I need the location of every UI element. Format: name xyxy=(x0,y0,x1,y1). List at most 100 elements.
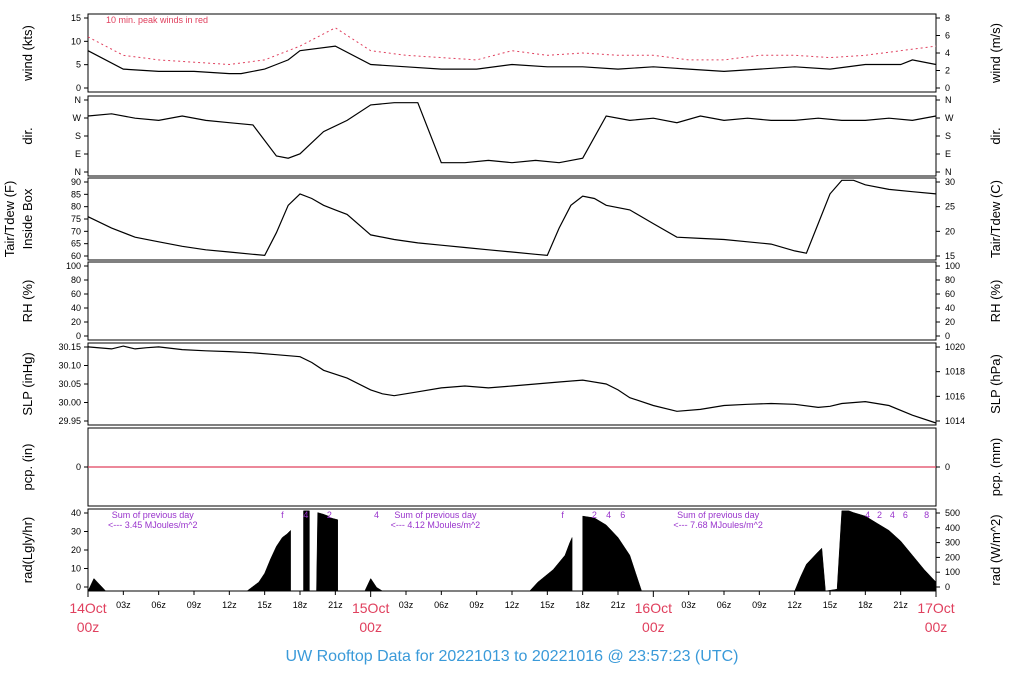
x-tick-label: 06z xyxy=(151,600,166,610)
x-day-label-time: 00z xyxy=(925,619,948,635)
right-tick-label: 60 xyxy=(945,289,955,299)
left-tick-label: 10 xyxy=(71,564,81,574)
panel-frame-wind xyxy=(87,13,937,93)
radiation-marker: 6 xyxy=(903,510,908,520)
right-tick-label: 100 xyxy=(945,567,960,577)
x-day-label-date: 16Oct xyxy=(635,600,672,616)
x-tick-label: 12z xyxy=(222,600,237,610)
right-tick-label: S xyxy=(945,131,951,141)
x-tick-label: 03z xyxy=(399,600,414,610)
right-axis-label: Tair/Tdew (C) xyxy=(988,180,1003,258)
right-tick-label: W xyxy=(945,113,954,123)
radiation-marker: f xyxy=(281,510,284,520)
left-tick-label: 30 xyxy=(71,527,81,537)
radiation-marker: 4 xyxy=(374,510,379,520)
series-line-dir-0 xyxy=(87,102,937,164)
x-tick-label: 18z xyxy=(575,600,590,610)
right-axis-label: pcp. (mm) xyxy=(988,438,1003,497)
left-axis-label: Tair/Tdew (F) xyxy=(2,181,17,258)
left-tick-label: E xyxy=(75,149,81,159)
left-axis-label: dir. xyxy=(20,127,35,144)
radiation-marker: 6 xyxy=(620,510,625,520)
x-tick-label: 12z xyxy=(787,600,802,610)
x-day-label-date: 15Oct xyxy=(352,600,389,616)
left-axis-label: pcp. (in) xyxy=(20,444,35,491)
radiation-marker: 4 xyxy=(303,510,308,520)
left-tick-label: 30.00 xyxy=(58,398,81,408)
panel-frame-slp xyxy=(87,342,937,426)
left-tick-label: 0 xyxy=(76,582,81,592)
left-tick-label: 75 xyxy=(71,214,81,224)
left-tick-label: 20 xyxy=(71,545,81,555)
annotation-peak-winds: 10 min. peak winds in red xyxy=(106,15,208,25)
right-tick-label: 80 xyxy=(945,275,955,285)
left-tick-label: 20 xyxy=(71,317,81,327)
radiation-marker: 4 xyxy=(606,510,611,520)
series-line-wind-0 xyxy=(87,45,937,75)
left-axis-label: SLP (inHg) xyxy=(20,352,35,415)
left-tick-label: 70 xyxy=(71,226,81,236)
right-tick-label: N xyxy=(945,95,952,105)
x-tick-label: 21z xyxy=(611,600,626,610)
left-tick-label: W xyxy=(73,113,82,123)
right-tick-label: 0 xyxy=(945,462,950,472)
x-tick-label: 06z xyxy=(434,600,449,610)
radiation-sum-label: <--- 4.12 MJoules/m^2 xyxy=(391,520,481,530)
x-tick-label: 09z xyxy=(752,600,767,610)
chart-title: UW Rooftop Data for 20221013 to 20221016… xyxy=(285,648,739,665)
left-tick-label: 90 xyxy=(71,177,81,187)
left-tick-label: 30.15 xyxy=(58,342,81,352)
right-tick-label: 25 xyxy=(945,202,955,212)
x-tick-label: 21z xyxy=(328,600,343,610)
left-tick-label: 0 xyxy=(76,83,81,93)
left-tick-label: 80 xyxy=(71,275,81,285)
right-axis-label: wind (m/s) xyxy=(988,23,1003,84)
radiation-sum-label: <--- 3.45 MJoules/m^2 xyxy=(108,520,198,530)
x-day-label-time: 00z xyxy=(77,619,100,635)
x-tick-label: 03z xyxy=(116,600,131,610)
radiation-sum-label: Sum of previous day xyxy=(112,510,195,520)
left-axis-label: RH (%) xyxy=(20,280,35,323)
right-tick-label: 6 xyxy=(945,31,950,41)
left-tick-label: 60 xyxy=(71,289,81,299)
left-tick-label: 15 xyxy=(71,13,81,23)
left-tick-label: 100 xyxy=(66,261,81,271)
x-tick-label: 15z xyxy=(823,600,838,610)
right-axis-label: RH (%) xyxy=(988,280,1003,323)
right-tick-label: 8 xyxy=(945,13,950,23)
left-tick-label: 60 xyxy=(71,251,81,261)
x-tick-label: 21z xyxy=(893,600,908,610)
radiation-marker: 4 xyxy=(865,510,870,520)
radiation-sum-label: Sum of previous day xyxy=(394,510,477,520)
right-axis-label: dir. xyxy=(988,127,1003,144)
left-tick-label: N xyxy=(75,95,82,105)
x-tick-label: 15z xyxy=(257,600,272,610)
left-tick-label: 0 xyxy=(76,331,81,341)
x-day-label-date: 14Oct xyxy=(69,600,106,616)
x-day-label-time: 00z xyxy=(359,619,382,635)
left-tick-label: 10 xyxy=(71,36,81,46)
radiation-sum-label: <--- 7.68 MJoules/m^2 xyxy=(673,520,763,530)
right-tick-label: E xyxy=(945,149,951,159)
left-tick-label: 85 xyxy=(71,189,81,199)
x-tick-label: 09z xyxy=(469,600,484,610)
right-tick-label: 1014 xyxy=(945,416,965,426)
left-tick-label: N xyxy=(75,167,82,177)
left-tick-label: S xyxy=(75,131,81,141)
right-tick-label: 0 xyxy=(945,83,950,93)
right-axis-label: rad (W/m^2) xyxy=(988,514,1003,585)
left-tick-label: 80 xyxy=(71,202,81,212)
left-axis-label: rad(Lgly/hr) xyxy=(20,517,35,583)
left-tick-label: 30.05 xyxy=(58,379,81,389)
panel-frame-rh xyxy=(87,261,937,341)
x-day-label-date: 17Oct xyxy=(917,600,954,616)
x-tick-label: 15z xyxy=(540,600,555,610)
x-tick-label: 03z xyxy=(681,600,696,610)
x-tick-label: 09z xyxy=(187,600,202,610)
right-tick-label: 100 xyxy=(945,261,960,271)
radiation-marker: 4 xyxy=(890,510,895,520)
left-axis-label-2: Inside Box xyxy=(20,188,35,249)
right-tick-label: 1016 xyxy=(945,391,965,401)
right-axis-label: SLP (hPa) xyxy=(988,354,1003,414)
